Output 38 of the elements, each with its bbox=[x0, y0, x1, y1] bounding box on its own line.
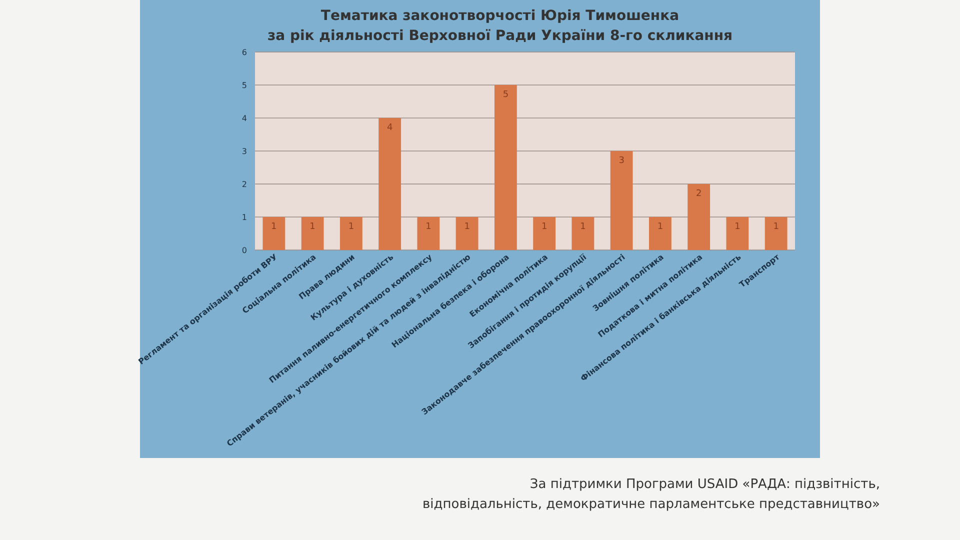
y-tick-label: 5 bbox=[242, 81, 247, 90]
data-label: 4 bbox=[386, 123, 393, 133]
chart-title: Тематика законотворчості Юрія Тимошенка bbox=[320, 8, 680, 24]
bar bbox=[533, 217, 556, 250]
data-label: 1 bbox=[310, 222, 316, 232]
data-label: 1 bbox=[271, 222, 277, 232]
bar bbox=[378, 118, 402, 250]
data-label: 1 bbox=[464, 222, 470, 232]
y-tick-label: 4 bbox=[242, 114, 247, 123]
y-tick-label: 2 bbox=[242, 180, 247, 189]
data-label: 1 bbox=[426, 222, 432, 232]
data-label: 1 bbox=[734, 222, 740, 232]
bar bbox=[417, 217, 440, 250]
data-label: 3 bbox=[618, 156, 624, 166]
chart-subtitle: за рік діяльності Верховної Ради України 8-го скликання bbox=[267, 28, 733, 44]
bar bbox=[494, 85, 517, 250]
y-tick-label: 1 bbox=[242, 213, 247, 222]
y-tick-label: 6 bbox=[242, 48, 247, 57]
bar bbox=[610, 151, 633, 250]
bar bbox=[726, 217, 749, 250]
data-label: 1 bbox=[580, 222, 586, 232]
bar bbox=[456, 217, 478, 250]
data-label: 1 bbox=[541, 222, 548, 232]
data-label: 1 bbox=[657, 222, 664, 232]
y-tick-label: 0 bbox=[242, 246, 247, 255]
bar bbox=[340, 217, 362, 250]
bar bbox=[301, 217, 324, 250]
bar bbox=[262, 217, 286, 250]
data-label: 1 bbox=[348, 222, 354, 232]
data-label: 5 bbox=[502, 90, 509, 100]
bar bbox=[764, 217, 788, 250]
y-tick-label: 3 bbox=[242, 147, 247, 156]
bar bbox=[648, 217, 672, 250]
bar bbox=[688, 184, 710, 250]
text: За підтримки Програми USAID «РАДА: підзвітність, відповідальність, демократичне парламентське представництво» bbox=[422, 477, 880, 512]
data-label: 2 bbox=[696, 189, 702, 199]
data-label: 1 bbox=[773, 222, 779, 232]
bar bbox=[572, 217, 594, 250]
